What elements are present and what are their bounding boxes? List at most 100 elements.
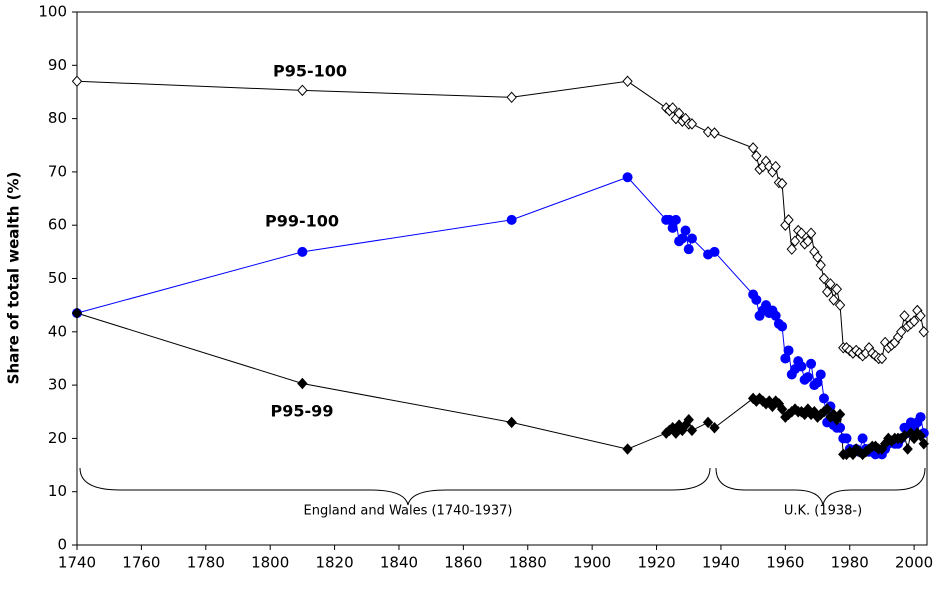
marker xyxy=(783,214,794,226)
y-tick-label: 0 xyxy=(57,536,67,554)
marker xyxy=(783,345,794,356)
marker xyxy=(915,429,926,442)
marker xyxy=(297,377,308,390)
y-tick-label: 90 xyxy=(48,56,67,74)
y-tick-label: 100 xyxy=(38,3,67,21)
marker xyxy=(876,352,888,365)
marker xyxy=(815,369,826,380)
marker xyxy=(297,246,308,257)
marker xyxy=(683,244,694,255)
y-axis-label: Share of total wealth (%) xyxy=(5,172,23,385)
marker xyxy=(806,358,817,369)
marker xyxy=(789,235,801,247)
x-tick-label: 1880 xyxy=(509,554,547,572)
line xyxy=(76,312,925,456)
marker xyxy=(751,150,762,162)
line xyxy=(76,80,925,359)
marker xyxy=(686,118,698,130)
x-tick-label: 1920 xyxy=(637,554,675,572)
series-label: P99-100 xyxy=(265,212,339,231)
x-tick-label: 1840 xyxy=(380,554,418,572)
marker xyxy=(683,413,694,426)
marker xyxy=(834,408,846,421)
y-tick-label: 30 xyxy=(48,376,67,394)
marker xyxy=(818,393,829,404)
marker xyxy=(747,142,759,154)
marker xyxy=(857,433,868,444)
annotation: England and Wales (1740-1937) xyxy=(303,504,512,519)
marker xyxy=(908,315,920,327)
marker xyxy=(918,437,929,450)
marker xyxy=(812,251,823,263)
marker xyxy=(902,443,913,455)
marker xyxy=(670,214,681,225)
x-tick-label: 1940 xyxy=(702,554,740,572)
marker xyxy=(802,372,813,383)
marker xyxy=(802,235,814,247)
marker xyxy=(667,102,678,114)
marker xyxy=(825,278,836,290)
y-tick-label: 70 xyxy=(48,162,67,180)
marker xyxy=(805,227,817,239)
marker xyxy=(896,326,907,338)
marker xyxy=(899,310,910,322)
x-tick-label: 1820 xyxy=(315,554,353,572)
marker xyxy=(667,222,678,233)
marker xyxy=(796,227,807,239)
marker xyxy=(780,353,791,364)
marker xyxy=(751,294,762,305)
marker xyxy=(680,225,691,236)
marker xyxy=(622,75,633,88)
marker xyxy=(822,286,833,298)
marker xyxy=(709,246,720,257)
y-tick-label: 80 xyxy=(48,109,67,127)
marker xyxy=(506,91,517,104)
marker xyxy=(686,233,697,244)
marker xyxy=(770,160,781,173)
marker xyxy=(506,214,517,225)
marker xyxy=(834,299,846,311)
marker xyxy=(622,172,633,183)
x-tick-label: 1760 xyxy=(122,554,160,572)
marker xyxy=(673,107,685,120)
marker xyxy=(776,177,788,190)
marker xyxy=(786,243,797,255)
marker xyxy=(918,326,929,338)
x-tick-label: 1800 xyxy=(251,554,289,572)
annotation: U.K. (1938-) xyxy=(784,504,862,519)
marker xyxy=(71,75,83,88)
marker xyxy=(770,310,781,321)
x-tick-label: 2000 xyxy=(895,554,933,572)
y-tick-label: 50 xyxy=(48,269,67,287)
marker xyxy=(622,443,633,455)
marker xyxy=(796,361,807,372)
marker xyxy=(677,233,688,244)
marker xyxy=(709,421,720,434)
y-tick-label: 10 xyxy=(48,482,67,500)
marker xyxy=(506,416,517,429)
y-tick-label: 40 xyxy=(48,322,67,340)
x-tick-label: 1900 xyxy=(573,554,611,572)
marker xyxy=(702,416,714,429)
marker xyxy=(835,422,846,433)
marker xyxy=(776,403,788,415)
marker xyxy=(709,127,720,139)
marker xyxy=(812,377,823,388)
marker xyxy=(822,403,833,415)
x-tick-label: 1860 xyxy=(444,554,482,572)
y-tick-label: 20 xyxy=(48,429,67,447)
x-tick-label: 1740 xyxy=(58,554,96,572)
marker xyxy=(777,321,788,332)
marker xyxy=(828,294,839,306)
brace xyxy=(79,467,711,506)
marker xyxy=(818,272,830,285)
marker xyxy=(71,307,83,319)
marker xyxy=(702,126,714,138)
x-tick-label: 1960 xyxy=(766,554,804,572)
y-tick-label: 60 xyxy=(48,216,67,234)
marker xyxy=(686,424,698,437)
marker xyxy=(815,259,826,271)
x-tick-label: 1980 xyxy=(831,554,869,572)
marker xyxy=(915,412,926,423)
